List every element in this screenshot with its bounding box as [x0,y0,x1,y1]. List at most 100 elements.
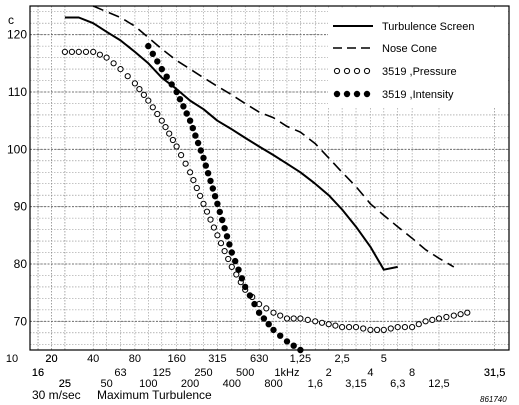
series-2-point [210,224,217,231]
series-3-point [235,266,242,273]
series-2-point [96,51,104,58]
series-3-point [246,292,254,299]
series-2-point [394,324,401,331]
x-tick-label: 4 [367,367,373,379]
series-2-point [162,124,169,131]
x-tick-label: 63 [114,367,126,379]
x-tick-label: 100 [139,378,157,390]
series-2-point [193,184,200,192]
series-3-point [223,233,231,240]
x-tick-label: 160 [167,353,185,365]
series-3-point [226,241,233,248]
x-tick-label: 2 [326,367,332,379]
legend-marker-intensity [333,90,371,98]
series-3-point [200,154,207,162]
series-2-point [197,192,204,199]
series-2-point [145,97,152,104]
series-2-point [263,305,270,312]
series-2-point [61,48,69,56]
series-2-point [360,325,367,332]
series-3-point [290,342,297,349]
legend-open-circle [363,67,371,75]
series-line-1 [92,5,455,268]
y-tick-label: 80 [14,257,28,271]
series-3-point [202,162,210,169]
series-3-point [219,216,226,224]
series-2-point [270,309,277,316]
series-2-point [415,321,422,328]
x-tick-label: 8 [409,367,415,379]
x-tick-label: 1,6 [308,378,323,390]
legend-filled-circle [363,90,371,98]
series-2-point [178,152,185,159]
series-2-point [283,315,291,322]
series-3-point [189,124,197,132]
series-3-point [183,110,190,117]
y-tick-label: 110 [8,85,27,99]
series-3-point [297,346,304,354]
series-3-point [265,321,272,328]
series-3-point [221,225,228,232]
series-2-point [346,324,353,331]
series-2-point [140,91,147,99]
series-3-point [207,177,214,185]
series-3-point [214,200,221,208]
series-2-point [457,311,464,318]
series-3-point [176,96,184,103]
series-2-point [332,322,339,329]
series-3-point [251,300,258,308]
x-tick-label: 10 [6,353,18,365]
series-3-point [197,147,205,154]
series-3-point [194,139,202,147]
series-2-point [380,326,387,333]
x-tick-label: 400 [223,378,241,390]
legend-marker-pressure [333,67,371,75]
series-3-point [186,117,194,124]
series-2-point [367,326,374,333]
x-tick-label: 125 [153,367,171,379]
series-3-point [238,275,246,282]
legend-filled-circle [353,90,361,98]
series-2-point [203,208,211,215]
x-tick-label: 6,3 [390,378,405,390]
x-tick-label: 200 [181,378,199,390]
series-2-point [277,312,284,319]
series-2-point [103,54,110,61]
series-2-point [304,316,311,323]
series-3-point [173,88,180,96]
series-2-point [217,240,225,247]
series-2-point [166,130,173,137]
series-3-point [204,170,212,177]
x-tick-label: 16 [32,367,44,379]
series-2-point [187,169,194,176]
x-tick-label: 20 [45,353,57,365]
axis-title: Maximum Turbulence [97,388,212,402]
series-3-point [192,132,199,139]
series-2-point [374,326,381,333]
series-2-point [401,324,408,331]
series-2-point [318,319,326,326]
y-tick-label: 100 [7,142,27,156]
y-axis-ticks: 70 80 90 100 110 120 [7,28,27,329]
y-tick-label: 70 [14,314,28,328]
series-2-point [290,315,297,322]
y-tick-label: 90 [14,200,28,214]
series-2-point [443,313,450,321]
series-2-point [297,315,304,322]
series-2-point [429,316,436,323]
series-2-point [154,110,161,118]
series-2-point [221,248,228,255]
x-tick-label: 25 [59,378,71,390]
legend-filled-circle [333,90,341,98]
series-2-point [387,325,394,332]
legend-open-circle [333,67,341,75]
series-3-point [277,332,284,339]
plot-frame [29,5,510,351]
series-3-point [145,42,152,50]
series-2-point [312,318,319,325]
series-3-point [270,326,277,334]
x-tick-label: 31,5 [484,367,505,379]
x-tick-label: 250 [194,367,212,379]
